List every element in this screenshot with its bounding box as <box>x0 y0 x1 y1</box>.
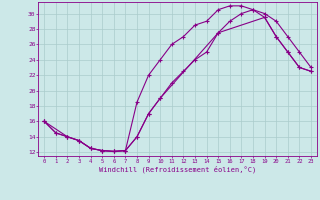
X-axis label: Windchill (Refroidissement éolien,°C): Windchill (Refroidissement éolien,°C) <box>99 165 256 173</box>
